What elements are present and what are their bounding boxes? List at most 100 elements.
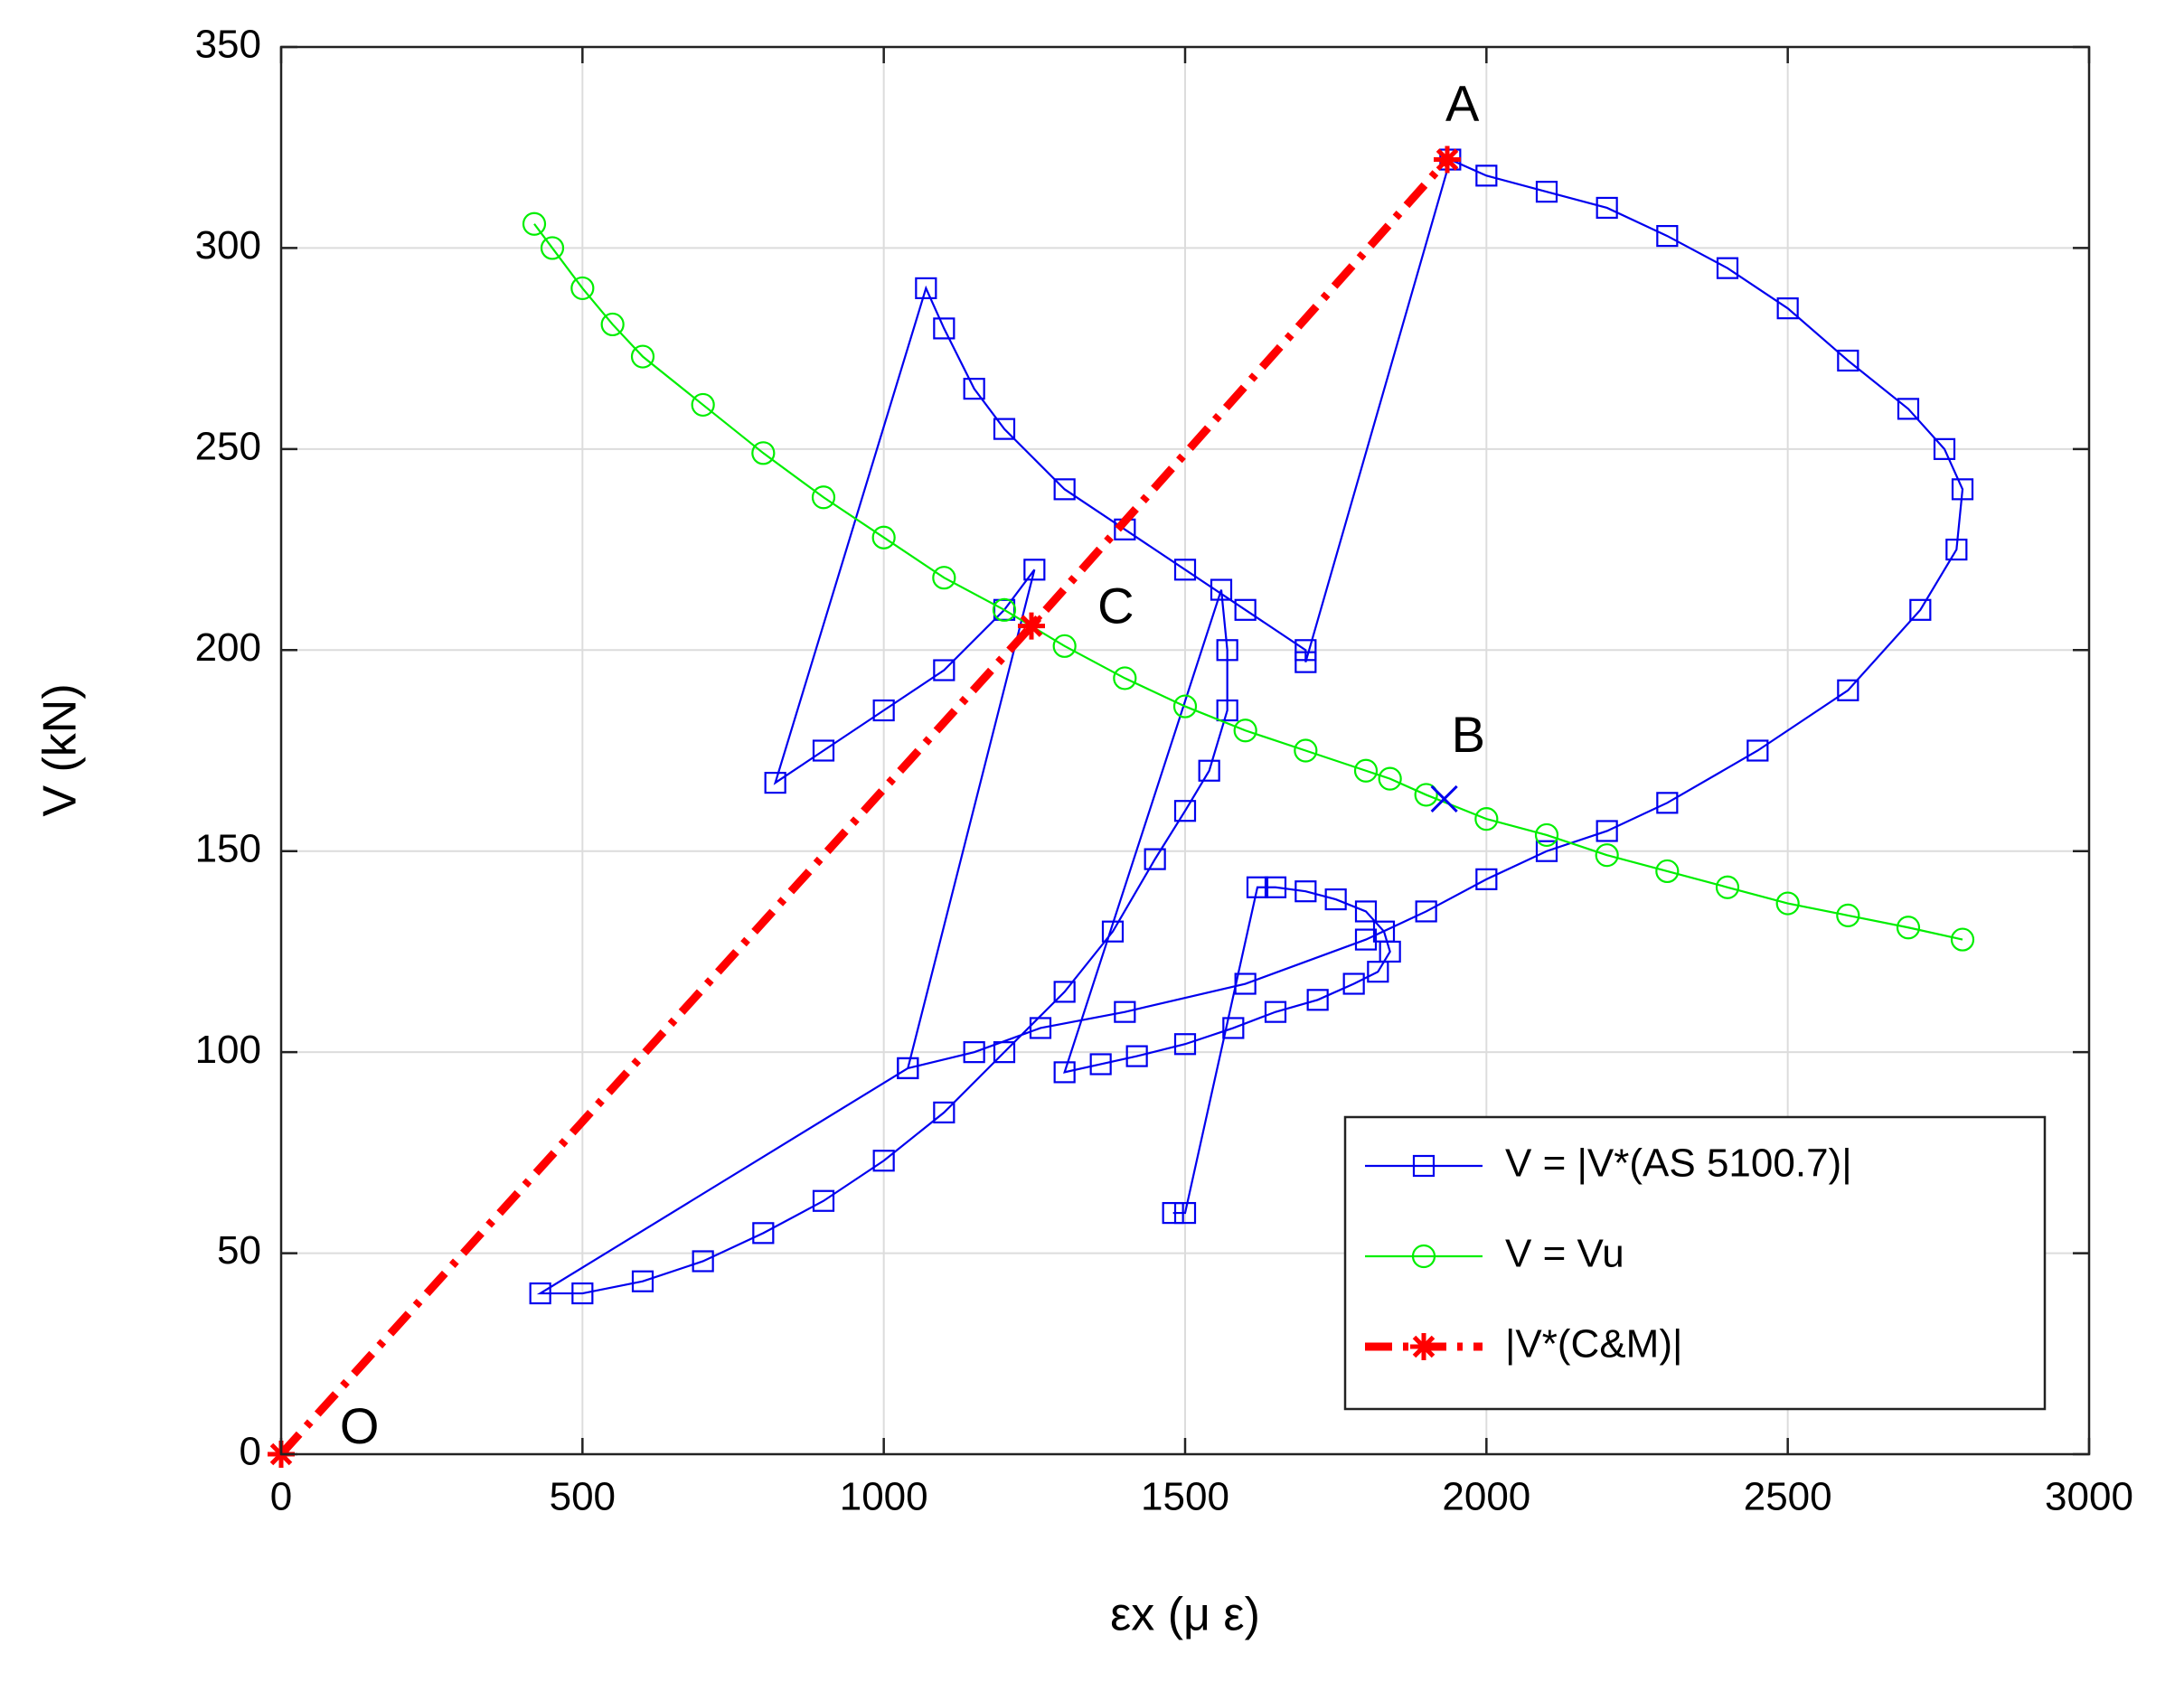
- marker-square: [1294, 880, 1317, 903]
- marker-square: [1354, 900, 1378, 923]
- marker-square: [1234, 972, 1257, 995]
- annotation: A: [1445, 75, 1480, 132]
- marker-square: [1053, 478, 1076, 501]
- marker-circle: [1172, 694, 1198, 719]
- annotation: O: [340, 1397, 380, 1454]
- x-tick-label: 1500: [1141, 1475, 1229, 1519]
- marker-square: [764, 771, 786, 794]
- marker-circle: [1233, 719, 1257, 743]
- marker-circle: [1294, 738, 1318, 763]
- marker-square: [529, 1282, 551, 1305]
- x-tick-label: 2500: [1744, 1475, 1832, 1519]
- marker-circle: [1595, 843, 1619, 868]
- marker-square: [1023, 559, 1046, 581]
- series-line: [278, 156, 1451, 1458]
- marker-square: [752, 1222, 775, 1245]
- marker-square: [1101, 920, 1125, 943]
- marker-square: [1294, 639, 1317, 662]
- marker-square: [1246, 876, 1269, 898]
- y-tick-label: 250: [195, 424, 261, 468]
- marker-square: [1656, 792, 1679, 814]
- marker-square: [933, 1101, 956, 1123]
- marker-square: [872, 699, 895, 722]
- marker-circle: [1950, 927, 1975, 952]
- marker-square: [1342, 972, 1365, 995]
- marker-square: [933, 317, 956, 340]
- marker-square: [1294, 651, 1317, 673]
- marker-circle: [1836, 903, 1860, 927]
- legend-label: V = Vu: [1505, 1232, 1624, 1276]
- marker-square: [1535, 840, 1558, 862]
- marker-circle: [600, 312, 625, 337]
- marker-square: [963, 1041, 985, 1064]
- marker-square: [1029, 1017, 1052, 1039]
- x-tick-label: 1000: [840, 1475, 928, 1519]
- x-tick-label: 2000: [1442, 1475, 1530, 1519]
- annotation: B: [1452, 706, 1485, 763]
- x-tick-label: 500: [550, 1475, 616, 1519]
- marker-square: [1173, 559, 1197, 581]
- marker-square: [872, 1150, 895, 1172]
- y-tick-label: 200: [195, 625, 261, 670]
- series-line: [533, 223, 1963, 941]
- marker-square: [1951, 478, 1974, 501]
- marker-circle: [691, 392, 715, 418]
- marker-circle: [630, 344, 655, 369]
- grid: [280, 46, 2090, 1455]
- marker-square: [1945, 538, 1968, 561]
- marker-square: [1324, 888, 1347, 911]
- marker-circle: [1414, 783, 1438, 807]
- marker-square: [1210, 578, 1233, 601]
- marker-circle: [871, 525, 896, 550]
- marker-asterisk: [1434, 146, 1461, 174]
- marker-square: [993, 418, 1016, 440]
- marker-circle: [522, 211, 547, 236]
- legend-marker: [1411, 1244, 1436, 1269]
- marker-circle: [751, 441, 776, 465]
- x-axis-label: εx (μ ε): [1110, 1589, 1260, 1641]
- marker-square: [1053, 1061, 1076, 1084]
- marker-square: [812, 1189, 835, 1212]
- marker-square: [692, 1250, 714, 1273]
- marker-circle: [1775, 891, 1800, 916]
- marker-square: [1535, 181, 1558, 203]
- marker-square: [963, 378, 985, 400]
- marker-circle: [992, 597, 1017, 622]
- marker-square: [1837, 349, 1859, 372]
- marker-square: [1222, 1017, 1245, 1039]
- marker-square: [897, 1057, 919, 1080]
- marker-square: [1053, 981, 1076, 1003]
- marker-square: [1354, 928, 1378, 951]
- marker-square: [1475, 868, 1498, 890]
- legend-label: |V*(C&M)|: [1505, 1322, 1682, 1367]
- marker-square: [1306, 989, 1329, 1011]
- marker-square: [1162, 1201, 1184, 1225]
- marker-square: [1716, 257, 1739, 279]
- marker-square: [1475, 164, 1498, 187]
- legend-marker: [1410, 1333, 1437, 1360]
- marker-circle: [1715, 875, 1740, 899]
- marker-circle: [811, 485, 836, 510]
- marker-square: [1114, 1001, 1136, 1023]
- marker-square: [1776, 297, 1799, 320]
- annotation: C: [1097, 578, 1134, 634]
- marker-square: [631, 1270, 654, 1292]
- marker-square: [1933, 437, 1956, 460]
- x-tick-label: 0: [270, 1475, 292, 1519]
- marker-square: [812, 739, 835, 762]
- x-tick-label: 3000: [2045, 1475, 2133, 1519]
- marker-square: [1264, 876, 1287, 898]
- marker-circle: [1896, 916, 1921, 940]
- marker-square: [1173, 1033, 1197, 1056]
- marker-circle: [1052, 634, 1077, 658]
- marker-square: [993, 1041, 1016, 1064]
- legend-marker: [1412, 1154, 1436, 1178]
- marker-square: [915, 277, 937, 300]
- marker-square: [1216, 699, 1238, 722]
- point-marker: [1430, 784, 1458, 813]
- y-tick-label: 0: [240, 1430, 261, 1474]
- marker-square: [1596, 820, 1618, 842]
- y-axis-label: V (kN): [34, 683, 87, 816]
